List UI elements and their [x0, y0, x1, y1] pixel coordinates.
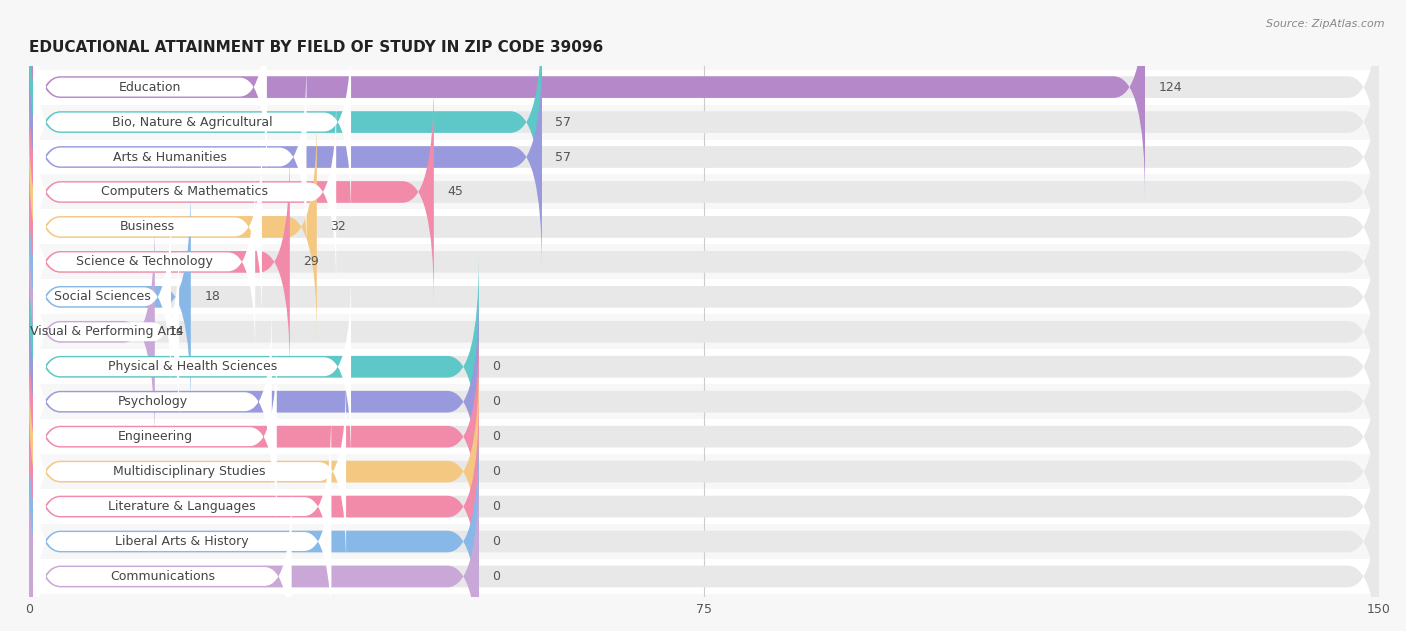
- Bar: [28, 350, 1379, 384]
- Text: 57: 57: [555, 115, 571, 129]
- FancyBboxPatch shape: [34, 0, 267, 182]
- Text: Computers & Mathematics: Computers & Mathematics: [101, 186, 269, 199]
- FancyBboxPatch shape: [28, 81, 434, 304]
- Text: 0: 0: [492, 430, 501, 443]
- Text: 0: 0: [492, 570, 501, 583]
- FancyBboxPatch shape: [28, 360, 479, 583]
- FancyBboxPatch shape: [28, 465, 1379, 631]
- Text: Science & Technology: Science & Technology: [76, 256, 212, 268]
- FancyBboxPatch shape: [28, 150, 1379, 374]
- Text: Literature & Languages: Literature & Languages: [108, 500, 256, 513]
- Bar: [28, 139, 1379, 175]
- FancyBboxPatch shape: [28, 45, 1379, 269]
- FancyBboxPatch shape: [28, 290, 479, 513]
- FancyBboxPatch shape: [34, 167, 254, 357]
- Bar: [28, 280, 1379, 314]
- Text: EDUCATIONAL ATTAINMENT BY FIELD OF STUDY IN ZIP CODE 39096: EDUCATIONAL ATTAINMENT BY FIELD OF STUDY…: [28, 40, 603, 56]
- Bar: [28, 384, 1379, 419]
- FancyBboxPatch shape: [28, 220, 155, 444]
- Bar: [28, 314, 1379, 350]
- Text: 57: 57: [555, 151, 571, 163]
- Bar: [28, 69, 1379, 105]
- Text: 0: 0: [492, 360, 501, 374]
- Text: Engineering: Engineering: [118, 430, 193, 443]
- Text: 29: 29: [304, 256, 319, 268]
- FancyBboxPatch shape: [28, 430, 1379, 631]
- FancyBboxPatch shape: [34, 62, 307, 252]
- FancyBboxPatch shape: [34, 97, 336, 287]
- FancyBboxPatch shape: [28, 395, 479, 618]
- Text: Liberal Arts & History: Liberal Arts & History: [115, 535, 249, 548]
- FancyBboxPatch shape: [34, 341, 277, 532]
- Text: Communications: Communications: [110, 570, 215, 583]
- FancyBboxPatch shape: [28, 465, 479, 631]
- Text: Multidisciplinary Studies: Multidisciplinary Studies: [114, 465, 266, 478]
- FancyBboxPatch shape: [34, 481, 291, 631]
- FancyBboxPatch shape: [28, 325, 1379, 548]
- Bar: [28, 244, 1379, 280]
- Bar: [28, 559, 1379, 594]
- Text: 0: 0: [492, 465, 501, 478]
- FancyBboxPatch shape: [28, 11, 1379, 233]
- Text: Source: ZipAtlas.com: Source: ZipAtlas.com: [1267, 19, 1385, 29]
- FancyBboxPatch shape: [34, 201, 172, 392]
- FancyBboxPatch shape: [28, 325, 479, 548]
- Text: 0: 0: [492, 535, 501, 548]
- FancyBboxPatch shape: [34, 376, 346, 567]
- FancyBboxPatch shape: [34, 306, 271, 497]
- Text: Business: Business: [120, 220, 176, 233]
- FancyBboxPatch shape: [28, 430, 479, 631]
- Text: Psychology: Psychology: [118, 395, 187, 408]
- FancyBboxPatch shape: [28, 395, 1379, 618]
- Text: Bio, Nature & Agricultural: Bio, Nature & Agricultural: [112, 115, 273, 129]
- FancyBboxPatch shape: [34, 131, 262, 322]
- Bar: [28, 419, 1379, 454]
- Bar: [28, 105, 1379, 139]
- FancyBboxPatch shape: [28, 186, 1379, 408]
- FancyBboxPatch shape: [28, 255, 479, 478]
- Bar: [28, 175, 1379, 209]
- FancyBboxPatch shape: [34, 446, 332, 631]
- Bar: [28, 454, 1379, 489]
- FancyBboxPatch shape: [28, 290, 1379, 513]
- Text: Physical & Health Sciences: Physical & Health Sciences: [107, 360, 277, 374]
- Text: 0: 0: [492, 395, 501, 408]
- FancyBboxPatch shape: [28, 0, 1379, 199]
- FancyBboxPatch shape: [28, 360, 1379, 583]
- Bar: [28, 209, 1379, 244]
- Text: 14: 14: [169, 326, 184, 338]
- FancyBboxPatch shape: [34, 411, 332, 602]
- Text: 124: 124: [1159, 81, 1182, 93]
- Text: 32: 32: [330, 220, 346, 233]
- FancyBboxPatch shape: [28, 150, 290, 374]
- Bar: [28, 524, 1379, 559]
- Text: 0: 0: [492, 500, 501, 513]
- FancyBboxPatch shape: [28, 115, 1379, 338]
- FancyBboxPatch shape: [34, 271, 352, 462]
- FancyBboxPatch shape: [28, 0, 1144, 199]
- FancyBboxPatch shape: [28, 45, 541, 269]
- FancyBboxPatch shape: [34, 27, 352, 218]
- FancyBboxPatch shape: [28, 186, 191, 408]
- FancyBboxPatch shape: [28, 255, 1379, 478]
- Text: 18: 18: [204, 290, 221, 304]
- FancyBboxPatch shape: [28, 115, 316, 338]
- Text: Arts & Humanities: Arts & Humanities: [112, 151, 226, 163]
- FancyBboxPatch shape: [28, 11, 541, 233]
- Text: Social Sciences: Social Sciences: [53, 290, 150, 304]
- Text: 45: 45: [447, 186, 463, 199]
- Text: Visual & Performing Arts: Visual & Performing Arts: [30, 326, 183, 338]
- FancyBboxPatch shape: [28, 220, 1379, 444]
- Bar: [28, 489, 1379, 524]
- Text: Education: Education: [120, 81, 181, 93]
- FancyBboxPatch shape: [28, 81, 1379, 304]
- FancyBboxPatch shape: [34, 237, 179, 427]
